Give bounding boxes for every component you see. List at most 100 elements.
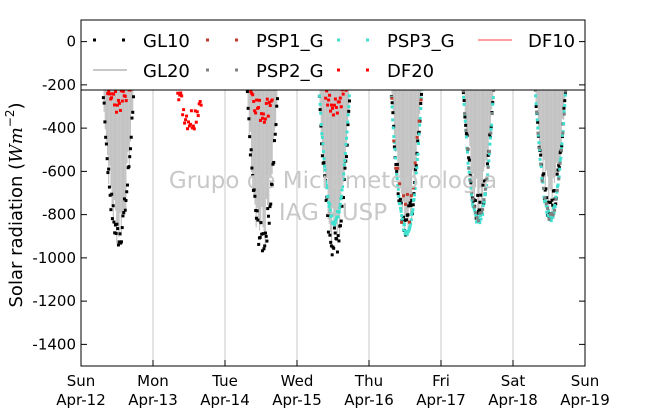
series-psp2_g-point xyxy=(487,150,491,154)
legend-swatch-psp3_g xyxy=(337,38,340,42)
series-gl10-point xyxy=(110,192,114,196)
series-psp3_g-point xyxy=(409,218,413,222)
series-gl10-point xyxy=(391,111,395,115)
series-psp3_g-point xyxy=(559,147,563,151)
series-gl10-point xyxy=(265,239,269,243)
legend-swatch-gl10 xyxy=(122,38,125,42)
series-gl10-point xyxy=(256,218,260,222)
series-gl10-point xyxy=(128,147,132,151)
series-gl10-point xyxy=(343,166,347,170)
y-axis-label-unit: Wm xyxy=(6,127,27,163)
series-gl10-point xyxy=(419,92,423,96)
series-df20-point xyxy=(195,110,199,114)
series-psp3_g-point xyxy=(339,197,343,201)
series-psp3_g-point xyxy=(464,135,468,139)
x-tick-label-date: Apr-12 xyxy=(56,391,106,409)
plot-frame xyxy=(80,19,586,367)
series-psp1_g-point xyxy=(415,135,419,139)
series-df20-point xyxy=(186,120,190,124)
series-gl10-point xyxy=(324,198,328,202)
series-df20-point xyxy=(257,106,261,110)
x-tick-label-day: Sun xyxy=(67,372,96,390)
series-df20-point xyxy=(338,96,342,100)
series-gl10-point xyxy=(481,183,485,187)
series-psp3_g-point xyxy=(341,185,345,189)
series-psp2_g-point xyxy=(553,208,557,212)
series-psp3_g-point xyxy=(536,126,540,130)
series-psp2_g-point xyxy=(482,198,486,202)
x-tick-label-day: Wed xyxy=(281,372,314,390)
series-psp3_g-point xyxy=(318,102,322,106)
series-df20-point xyxy=(117,101,121,105)
series-gl10-point xyxy=(246,106,250,110)
x-tick-label-day: Sun xyxy=(571,372,600,390)
series-df20-point xyxy=(265,97,269,101)
series-psp3_g-point xyxy=(416,152,420,156)
series-gl10-point xyxy=(347,99,351,103)
series-df20-point xyxy=(183,121,187,125)
x-tick-label-date: Apr-14 xyxy=(200,391,250,409)
series-gl10-point xyxy=(111,204,115,208)
series-psp3_g-point xyxy=(462,95,466,99)
series-psp1_g-point xyxy=(417,119,421,123)
series-gl10-point xyxy=(337,239,341,243)
series-df20-point xyxy=(112,92,116,96)
series-df20-point xyxy=(116,98,120,102)
series-df20-point xyxy=(330,103,334,107)
series-psp3_g-point xyxy=(489,136,493,140)
series-gl10-point xyxy=(122,197,126,201)
series-psp3_g-point xyxy=(341,177,345,181)
series-gl10-point xyxy=(328,233,332,237)
series-psp3_g-point xyxy=(326,194,330,198)
series-psp3_g-point xyxy=(558,159,562,163)
series-gl10-point xyxy=(259,221,263,225)
series-psp3_g-point xyxy=(471,202,475,206)
series-psp3_g-point xyxy=(392,135,396,139)
series-gl10-point xyxy=(335,237,339,241)
series-gl10-point xyxy=(544,187,548,191)
series-psp3_g-point xyxy=(562,110,566,114)
series-df20-point xyxy=(199,103,203,107)
series-psp3_g-point xyxy=(467,170,471,174)
series-psp3_g-point xyxy=(485,183,489,187)
series-df20-point xyxy=(262,120,266,124)
series-gl10-point xyxy=(390,101,394,105)
series-psp3_g-point xyxy=(336,215,340,219)
series-psp3_g-point xyxy=(552,206,556,210)
data-series xyxy=(101,66,568,257)
series-psp3_g-point xyxy=(549,219,553,223)
legend-swatch-gl10 xyxy=(93,38,96,42)
series-psp3_g-point xyxy=(343,151,347,155)
series-df20-point xyxy=(115,103,119,107)
series-psp3_g-point xyxy=(419,96,423,100)
series-psp3_g-point xyxy=(483,192,487,196)
series-psp2_g-point xyxy=(558,161,562,165)
series-psp3_g-point xyxy=(414,181,418,185)
series-psp3_g-point xyxy=(342,172,346,176)
series-psp3_g-point xyxy=(481,204,485,208)
series-psp3_g-point xyxy=(322,157,326,161)
series-gl10-point xyxy=(554,202,558,206)
series-psp1_g-point xyxy=(400,220,404,224)
x-tick-label-date: Apr-13 xyxy=(128,391,178,409)
series-df20-point xyxy=(341,92,345,96)
series-gl10-point xyxy=(247,117,251,121)
series-gl10-point xyxy=(404,218,408,222)
series-psp3_g-point xyxy=(337,210,341,214)
series-df20-point xyxy=(261,112,265,116)
series-psp1_g-point xyxy=(392,139,396,143)
series-psp3_g-point xyxy=(319,111,323,115)
series-psp3_g-point xyxy=(563,104,567,108)
series-gl10-point xyxy=(107,167,111,171)
legend-background xyxy=(82,21,584,90)
series-psp3_g-point xyxy=(466,161,470,165)
series-psp3_g-point xyxy=(554,195,558,199)
series-gl10-point xyxy=(341,196,345,200)
series-gl10-point xyxy=(467,158,471,162)
series-gl10-point xyxy=(260,232,264,236)
series-gl10-point xyxy=(551,203,555,207)
series-psp3_g-point xyxy=(539,165,543,169)
y-tick-label: -1200 xyxy=(32,292,76,310)
x-tick-label-date: Apr-15 xyxy=(272,391,322,409)
series-psp3_g-point xyxy=(479,217,483,221)
